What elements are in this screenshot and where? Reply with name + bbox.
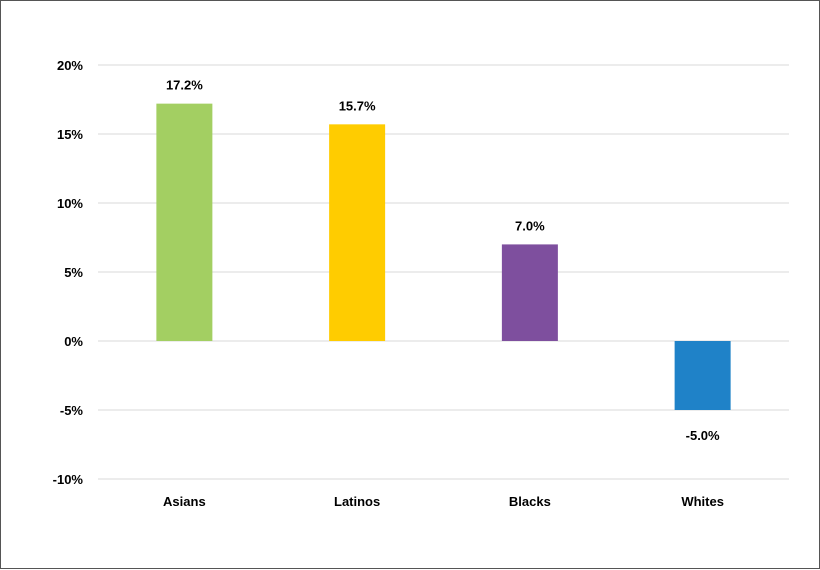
y-tick-label: 20% bbox=[57, 58, 83, 73]
category-label: Asians bbox=[163, 494, 206, 509]
y-tick-label: -5% bbox=[60, 403, 84, 418]
data-labels: 17.2% 15.7% 7.0% -5.0% bbox=[166, 78, 720, 443]
category-label: Whites bbox=[681, 494, 724, 509]
bar-whites bbox=[674, 341, 731, 410]
data-label: 17.2% bbox=[166, 78, 203, 93]
gridlines bbox=[98, 64, 789, 480]
y-tick-label: 10% bbox=[57, 196, 83, 211]
category-label: Blacks bbox=[509, 494, 551, 509]
bar-blacks bbox=[501, 244, 558, 341]
category-labels: Asians Latinos Blacks Whites bbox=[163, 494, 724, 509]
data-label: 15.7% bbox=[339, 98, 376, 113]
data-label: 7.0% bbox=[515, 218, 545, 233]
y-tick-label: 5% bbox=[64, 265, 83, 280]
y-axis-tick-labels: 20% 15% 10% 5% 0% -5% -10% bbox=[53, 58, 84, 487]
bar-latinos bbox=[329, 124, 386, 341]
bars bbox=[156, 103, 731, 410]
data-label: -5.0% bbox=[686, 428, 720, 443]
y-tick-label: 15% bbox=[57, 127, 83, 142]
bar-asians bbox=[156, 103, 213, 341]
y-tick-label: 0% bbox=[64, 334, 83, 349]
category-label: Latinos bbox=[334, 494, 380, 509]
y-tick-label: -10% bbox=[53, 472, 84, 487]
